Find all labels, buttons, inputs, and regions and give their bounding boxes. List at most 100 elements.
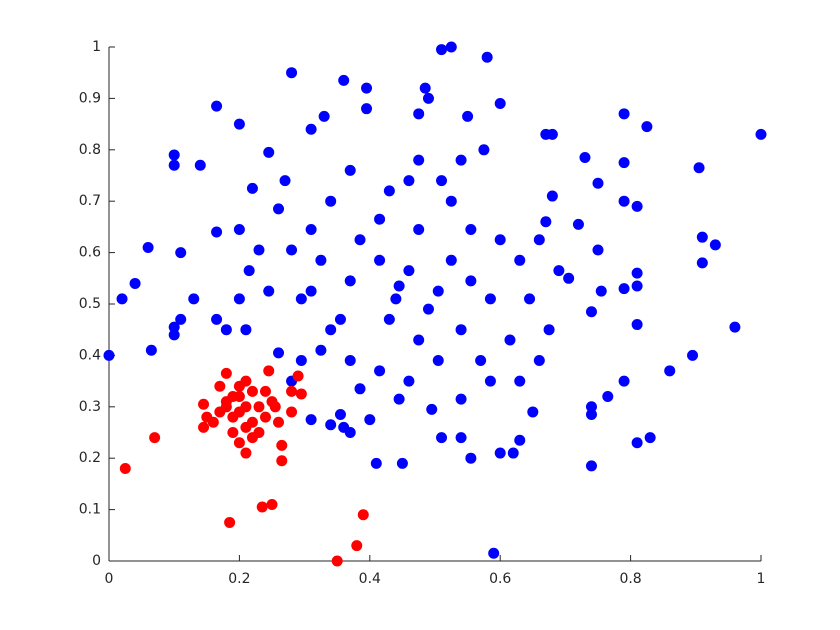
point — [641, 121, 653, 133]
point — [103, 349, 115, 361]
point — [286, 385, 298, 397]
point — [494, 234, 506, 246]
point — [325, 195, 337, 207]
point — [168, 321, 180, 333]
point — [432, 285, 444, 297]
point — [592, 244, 604, 256]
point — [315, 254, 327, 266]
point — [364, 414, 376, 426]
point — [266, 498, 278, 510]
point — [227, 391, 239, 403]
point — [233, 293, 245, 305]
point — [344, 355, 356, 367]
point — [188, 293, 200, 305]
point — [631, 267, 643, 279]
point — [455, 154, 467, 166]
y-tick-label: 0.7 — [79, 193, 101, 209]
point — [445, 254, 457, 266]
point — [494, 447, 506, 459]
point — [263, 365, 275, 377]
point — [175, 313, 187, 325]
y-tick-label: 0.9 — [79, 90, 101, 106]
point — [286, 67, 298, 79]
point — [361, 103, 373, 115]
point — [227, 411, 239, 423]
point — [413, 334, 425, 346]
point — [142, 241, 154, 253]
point — [413, 108, 425, 120]
point — [198, 398, 210, 410]
point — [546, 190, 558, 202]
point — [233, 118, 245, 130]
point — [465, 452, 477, 464]
point — [211, 226, 223, 238]
point — [585, 306, 597, 318]
point — [344, 275, 356, 287]
point — [361, 82, 373, 94]
y-tick-label: 0.8 — [79, 142, 101, 158]
point — [253, 244, 265, 256]
point — [631, 200, 643, 212]
point — [214, 380, 226, 392]
y-tick-label: 0.4 — [79, 347, 101, 363]
x-tick-label: 0.6 — [489, 571, 511, 587]
point — [357, 509, 369, 521]
point — [354, 383, 366, 395]
y-tick-label: 0.2 — [79, 450, 101, 466]
point — [465, 223, 477, 235]
point — [269, 401, 281, 413]
point — [276, 439, 288, 451]
point — [168, 329, 180, 341]
x-tick-label: 0.8 — [619, 571, 641, 587]
point — [484, 375, 496, 387]
point — [507, 447, 519, 459]
point — [325, 419, 337, 431]
point — [201, 411, 213, 423]
point — [129, 277, 141, 289]
point — [194, 159, 206, 171]
point — [540, 128, 552, 140]
point — [256, 501, 268, 513]
point — [211, 100, 223, 112]
point — [419, 82, 431, 94]
point — [334, 313, 346, 325]
point — [478, 144, 490, 156]
point — [325, 324, 337, 336]
point — [390, 293, 402, 305]
point — [533, 355, 545, 367]
point — [687, 349, 699, 361]
point — [351, 540, 363, 552]
point — [664, 365, 676, 377]
point — [514, 434, 526, 446]
point — [592, 177, 604, 189]
point — [484, 293, 496, 305]
point — [696, 257, 708, 269]
point — [292, 370, 304, 382]
point — [224, 516, 236, 528]
point — [220, 401, 232, 413]
point — [370, 457, 382, 469]
point — [631, 319, 643, 331]
point — [579, 152, 591, 164]
point — [276, 455, 288, 467]
point — [175, 247, 187, 259]
point — [426, 403, 438, 415]
point — [504, 334, 516, 346]
point — [540, 216, 552, 228]
point — [305, 285, 317, 297]
point — [618, 195, 630, 207]
point — [755, 128, 767, 140]
point — [422, 92, 434, 104]
point — [631, 437, 643, 449]
point — [240, 421, 252, 433]
point — [246, 385, 258, 397]
point — [227, 427, 239, 438]
point — [445, 41, 457, 53]
point — [240, 324, 252, 336]
point — [403, 375, 415, 387]
point — [455, 432, 467, 444]
point — [279, 175, 291, 187]
point — [533, 234, 545, 246]
point — [618, 157, 630, 169]
